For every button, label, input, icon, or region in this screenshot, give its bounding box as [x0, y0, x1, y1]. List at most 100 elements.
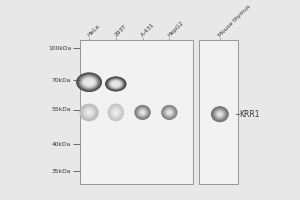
Ellipse shape — [83, 107, 95, 118]
Ellipse shape — [83, 107, 95, 118]
Ellipse shape — [107, 78, 124, 90]
Ellipse shape — [211, 106, 229, 122]
Ellipse shape — [135, 105, 150, 120]
Ellipse shape — [106, 78, 125, 90]
Ellipse shape — [137, 107, 148, 118]
Ellipse shape — [82, 77, 96, 88]
Ellipse shape — [82, 106, 96, 119]
Text: 40kDa: 40kDa — [52, 142, 71, 147]
Ellipse shape — [164, 108, 174, 117]
Ellipse shape — [134, 105, 151, 120]
Ellipse shape — [76, 72, 102, 92]
Ellipse shape — [80, 75, 99, 89]
Ellipse shape — [105, 76, 127, 91]
Text: Mouse thymus: Mouse thymus — [218, 4, 252, 38]
Ellipse shape — [212, 107, 228, 121]
Ellipse shape — [108, 79, 124, 89]
Ellipse shape — [212, 107, 228, 122]
Ellipse shape — [88, 111, 91, 114]
Ellipse shape — [112, 108, 119, 116]
Bar — [80, 40, 193, 184]
Ellipse shape — [164, 107, 175, 118]
Ellipse shape — [85, 108, 93, 116]
Ellipse shape — [109, 105, 122, 120]
Ellipse shape — [136, 106, 149, 119]
Ellipse shape — [113, 110, 118, 115]
Ellipse shape — [81, 76, 97, 88]
Ellipse shape — [112, 108, 120, 117]
Text: KRR1: KRR1 — [239, 110, 260, 119]
Ellipse shape — [165, 109, 173, 116]
Ellipse shape — [107, 78, 125, 90]
Ellipse shape — [110, 106, 122, 119]
Ellipse shape — [140, 110, 146, 115]
Text: HepG2: HepG2 — [167, 20, 185, 38]
Ellipse shape — [113, 109, 119, 116]
Ellipse shape — [139, 109, 146, 115]
Ellipse shape — [162, 105, 177, 120]
Ellipse shape — [110, 106, 122, 119]
Ellipse shape — [109, 104, 123, 120]
Ellipse shape — [83, 78, 95, 87]
Ellipse shape — [166, 109, 172, 115]
Ellipse shape — [139, 109, 147, 116]
Ellipse shape — [82, 77, 96, 87]
Ellipse shape — [141, 111, 144, 114]
Ellipse shape — [111, 81, 121, 87]
Ellipse shape — [219, 113, 221, 115]
Ellipse shape — [161, 105, 178, 120]
Ellipse shape — [84, 108, 94, 117]
Ellipse shape — [140, 111, 145, 114]
Ellipse shape — [106, 77, 126, 91]
Ellipse shape — [140, 110, 145, 115]
Ellipse shape — [215, 110, 225, 119]
Ellipse shape — [139, 109, 146, 116]
Ellipse shape — [76, 73, 102, 92]
Ellipse shape — [217, 112, 223, 117]
Ellipse shape — [216, 111, 224, 117]
Ellipse shape — [88, 112, 90, 113]
Text: 293T: 293T — [114, 24, 128, 38]
Ellipse shape — [214, 109, 226, 119]
Ellipse shape — [168, 111, 170, 114]
Ellipse shape — [110, 80, 121, 88]
Ellipse shape — [218, 113, 221, 115]
Ellipse shape — [111, 108, 120, 117]
Ellipse shape — [82, 106, 96, 119]
Ellipse shape — [142, 112, 143, 113]
Ellipse shape — [168, 111, 171, 114]
Ellipse shape — [167, 110, 172, 115]
Ellipse shape — [167, 110, 172, 115]
Ellipse shape — [106, 77, 126, 91]
Ellipse shape — [165, 108, 174, 117]
Ellipse shape — [83, 78, 95, 86]
Ellipse shape — [219, 114, 220, 115]
Ellipse shape — [77, 73, 101, 91]
Ellipse shape — [86, 109, 92, 116]
Ellipse shape — [110, 80, 122, 88]
Ellipse shape — [218, 112, 222, 116]
Ellipse shape — [85, 109, 93, 116]
Ellipse shape — [163, 107, 176, 118]
Ellipse shape — [135, 106, 150, 119]
Bar — [199, 40, 238, 184]
Ellipse shape — [80, 104, 98, 120]
Ellipse shape — [88, 112, 90, 113]
Ellipse shape — [114, 111, 118, 114]
Ellipse shape — [79, 74, 99, 90]
Ellipse shape — [82, 77, 95, 87]
Ellipse shape — [110, 107, 121, 118]
Ellipse shape — [114, 110, 118, 115]
Text: HeLa: HeLa — [87, 24, 101, 38]
Text: 70kDa: 70kDa — [52, 78, 71, 83]
Ellipse shape — [84, 78, 94, 86]
Ellipse shape — [108, 79, 123, 89]
Ellipse shape — [77, 73, 101, 91]
Ellipse shape — [112, 81, 120, 87]
Ellipse shape — [108, 78, 124, 90]
Ellipse shape — [142, 112, 143, 113]
Ellipse shape — [214, 109, 225, 119]
Ellipse shape — [81, 76, 97, 88]
Ellipse shape — [108, 104, 124, 121]
Ellipse shape — [78, 74, 100, 90]
